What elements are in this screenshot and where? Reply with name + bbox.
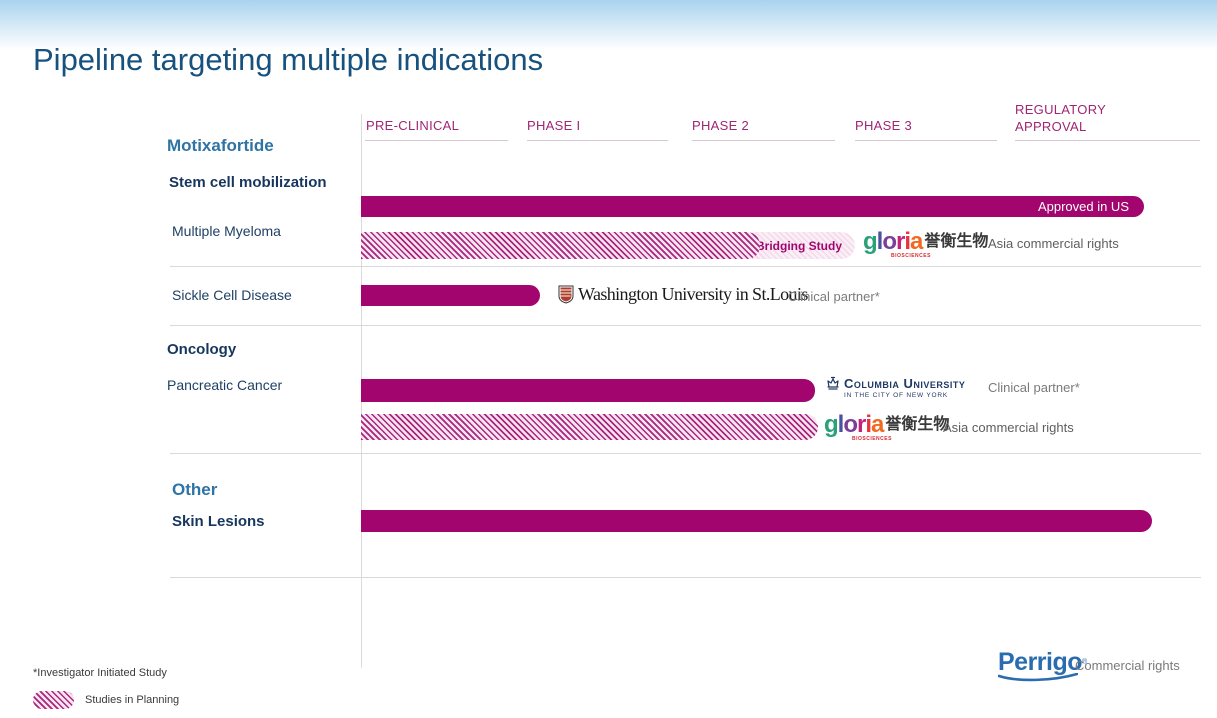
row-separator (170, 453, 1201, 454)
row-separator (170, 325, 1201, 326)
bar-pancreatic-cancer (361, 379, 815, 402)
bar-pancreatic-cancer-planned (361, 414, 818, 440)
phase-header-phase1: PHASE I (527, 118, 581, 133)
gloria-chinese-name: 誉衡生物 (885, 414, 950, 433)
section-label-motixafortide: Motixafortide (167, 136, 274, 155)
bridging-study-capsule: Bridging Study (752, 232, 855, 259)
gloria-biosciences-logo: gloria BIOSCIENCES 誉衡生物 (824, 411, 950, 442)
top-gradient-band (0, 0, 1217, 50)
gloria-wordmark: gloria BIOSCIENCES (863, 228, 931, 259)
registered-mark: ® (1082, 658, 1088, 666)
asia-rights-note: Asia commercial rights (943, 420, 1074, 435)
bar-skin-lesions (361, 510, 1152, 532)
washu-wordmark: Washington University in St.Louis (578, 284, 808, 304)
bar-stem-cell-mobilization: Approved in US (361, 196, 1144, 217)
phase-header-preclinical: PRE-CLINICAL (366, 118, 460, 133)
phase-header-phase2: PHASE 2 (692, 118, 750, 133)
clinical-partner-note: Clinical partner* (788, 289, 880, 304)
row-separator (170, 577, 1201, 578)
asia-rights-note: Asia commercial rights (988, 236, 1119, 251)
phase-underline (365, 140, 508, 141)
bar-multiple-myeloma-planned (361, 232, 760, 259)
section-label-other: Other (172, 480, 218, 499)
gloria-biosciences-logo: gloria BIOSCIENCES 誉衡生物 (863, 228, 989, 259)
commercial-rights-note: Commercial rights (1075, 658, 1180, 673)
row-label-multiple-myeloma: Multiple Myeloma (172, 223, 281, 239)
page-title: Pipeline targeting multiple indications (33, 42, 544, 77)
gloria-chinese-name: 誉衡生物 (924, 231, 989, 250)
row-label-pancreatic: Pancreatic Cancer (167, 377, 283, 393)
row-separator (170, 266, 1201, 267)
row-label-sickle-cell: Sickle Cell Disease (172, 287, 292, 303)
phase-header-regulatory: REGULATORY APPROVAL (1015, 102, 1106, 134)
phase-underline (1015, 140, 1200, 141)
columbia-wordmark: Columbia University (844, 376, 966, 391)
phase-underline (692, 140, 835, 141)
phase-underline (855, 140, 997, 141)
legend-studies-in-planning: Studies in Planning (85, 694, 180, 706)
columbia-subtext: IN THE CITY OF NEW YORK (844, 392, 948, 399)
perrigo-swoosh-icon (998, 673, 1078, 682)
columbia-university-logo: Columbia University IN THE CITY OF NEW Y… (826, 376, 965, 399)
gloria-biosciences-subtext: BIOSCIENCES (891, 253, 931, 259)
phase-header-phase3: PHASE 3 (855, 118, 913, 133)
washington-university-logo: Washington University in St.Louis (558, 284, 808, 305)
gloria-wordmark: gloria BIOSCIENCES (824, 411, 892, 442)
studies-in-planning-swatch (33, 691, 74, 709)
approved-in-us-badge: Approved in US (1037, 199, 1129, 214)
row-label-stem-cell: Stem cell mobilization (169, 174, 327, 191)
columbia-crown-icon (827, 376, 839, 390)
footnote-investigator-study: *Investigator Initiated Study (33, 667, 167, 679)
row-label-skin-lesions: Skin Lesions (172, 513, 265, 530)
clinical-partner-note: Clinical partner* (988, 380, 1080, 395)
bar-sickle-cell-disease (361, 285, 540, 306)
washu-shield-icon (558, 285, 574, 304)
perrigo-logo: Perrigo® (998, 648, 1087, 682)
perrigo-wordmark: Perrigo (998, 648, 1083, 676)
section-label-oncology: Oncology (167, 341, 237, 358)
bridging-study-label: Bridging Study (756, 238, 842, 253)
gloria-biosciences-subtext: BIOSCIENCES (852, 436, 892, 442)
phase-underline (527, 140, 668, 141)
